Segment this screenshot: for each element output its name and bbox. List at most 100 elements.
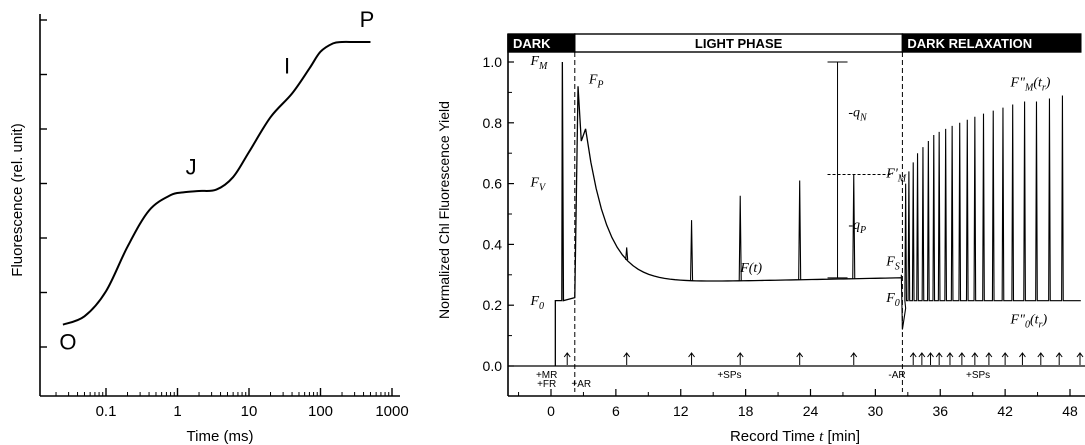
label-main: F — [885, 291, 895, 306]
left-x-tick-label: 1 — [173, 403, 181, 420]
right-x-axis-label: Record Time t [min] — [730, 428, 860, 445]
trace-label: FM — [529, 54, 548, 72]
label-subscript: 0 — [539, 301, 544, 312]
right-x-axis-label-var: t — [819, 429, 824, 445]
pulse-arrow — [688, 352, 695, 365]
right-y-tick-label: 0.8 — [483, 115, 503, 131]
label-main: F' — [885, 167, 899, 182]
right-y-tick-label: 0.2 — [483, 297, 503, 313]
label-subscript: M — [1024, 82, 1034, 93]
right-x-axis-label-suffix: [min] — [823, 428, 860, 445]
right-y-tick-label: 0.6 — [483, 176, 503, 192]
phase-bar: DARK LIGHT PHASE DARK RELAXATION — [507, 33, 1082, 53]
relaxation-trace — [900, 95, 1081, 330]
treatment-labels: +MR+FR +AR +SPs -AR +SPs — [536, 370, 990, 390]
label-suffix: (t — [1030, 312, 1040, 327]
pam-fluorescence-chart: DARK LIGHT PHASE DARK RELAXATION 0.0 0.2 0.4… — [436, 33, 1085, 445]
right-x-tick-label: 0 — [547, 403, 555, 419]
label-main: F — [529, 176, 539, 191]
right-x-tick-label: 12 — [673, 403, 689, 419]
pulse-arrow — [1001, 352, 1009, 365]
phase-label: DARK — [513, 36, 551, 51]
pulse-arrows — [563, 352, 1084, 365]
label-subscript: S — [895, 262, 900, 273]
treatment-label: +MR — [536, 370, 557, 381]
trace-label: -qN — [848, 106, 868, 124]
right-x-tick-label: 48 — [1062, 403, 1078, 419]
label-suffix-subscript: r — [1042, 82, 1046, 93]
label-subscript: 0 — [895, 298, 900, 309]
label-suffix-end: ) — [1041, 312, 1047, 327]
phase-label: DARK RELAXATION — [907, 36, 1032, 51]
left-x-tick-label: 10 — [241, 403, 258, 420]
right-ticks: 0.0 0.2 0.4 0.6 0.8 1.0 0 6 12 18 24 30 36 42 48 — [483, 54, 1078, 419]
trace-label: F"0(tr) — [1010, 312, 1048, 330]
pulse-arrow — [971, 352, 979, 365]
right-y-tick-label: 0.0 — [483, 358, 503, 374]
saturation-pulse — [690, 220, 694, 281]
label-subscript: M — [897, 174, 907, 185]
pulse-arrow — [1019, 352, 1026, 365]
left-x-tick-label: 1000 — [375, 403, 408, 420]
ojip-fluorescence-chart: 0.1 1 10 100 1000 O J I P Time (ms) Fluorescenc… — [9, 7, 409, 445]
label-main: F" — [1010, 312, 1026, 327]
trace-label: F0 — [885, 291, 900, 309]
left-x-axis-label: Time (ms) — [187, 428, 254, 445]
trace-label: F'M — [885, 167, 907, 185]
left-x-tick-label: 100 — [308, 403, 333, 420]
point-label-i: I — [284, 54, 290, 79]
pulse-arrow — [985, 352, 993, 365]
left-annotations: O J I P — [59, 7, 374, 355]
label-suffix: (t — [1033, 75, 1043, 90]
treatment-label: +AR — [571, 379, 591, 390]
right-y-tick-label: 0.4 — [483, 236, 503, 252]
left-axes — [39, 14, 400, 397]
left-series — [62, 40, 371, 326]
pulse-arrow — [736, 352, 744, 365]
pulse-arrow — [918, 352, 926, 365]
treatment-label: +FR — [537, 379, 556, 390]
label-subscript: 0 — [1025, 319, 1030, 330]
saturation-pulse — [738, 195, 742, 281]
phase-band-dark — [901, 33, 1082, 53]
trace-label: FS — [885, 255, 900, 273]
label-suffix-subscript: r — [1039, 319, 1043, 330]
pulse-arrow — [850, 352, 858, 365]
trace-label: F(t) — [739, 261, 762, 276]
trace-label: FP — [588, 72, 604, 90]
right-x-tick-label: 30 — [868, 403, 884, 419]
right-x-tick-label: 18 — [738, 403, 754, 419]
right-x-axis-label-prefix: Record Time — [730, 428, 819, 445]
right-x-tick-label: 36 — [932, 403, 948, 419]
label-main: F" — [1010, 75, 1026, 90]
treatment-label: +SPs — [717, 370, 741, 381]
right-y-axis-label: Normalized Chl Fluorescence Yield — [436, 101, 452, 319]
right-x-tick-label: 6 — [612, 403, 620, 419]
label-main: F — [885, 255, 895, 270]
pulse-arrow — [563, 352, 571, 365]
pulse-arrow — [958, 352, 966, 365]
pulse-arrow — [1055, 352, 1063, 365]
fluorescence-trace — [554, 61, 902, 366]
pulse-arrow — [927, 352, 934, 365]
pulse-arrow — [1076, 352, 1084, 365]
label-main: F — [529, 54, 539, 69]
label-suffix-end: ) — [1045, 75, 1051, 90]
pulse-arrow — [796, 352, 804, 365]
trace-label: -qP — [848, 218, 866, 236]
right-axes — [507, 34, 1085, 397]
label-subscript: N — [859, 113, 868, 124]
label-main: -q — [848, 106, 860, 121]
label-subscript: V — [539, 183, 547, 194]
label-main: F(t) — [739, 261, 762, 276]
left-x-tick-label: 0.1 — [96, 403, 117, 420]
treatment-label: -AR — [888, 370, 905, 381]
point-label-j: J — [186, 154, 197, 179]
label-subscript: P — [596, 79, 603, 90]
trace-label: F0 — [529, 294, 544, 312]
pulse-arrow — [623, 352, 631, 365]
pulse-arrow — [1037, 352, 1045, 365]
pulse-arrow — [935, 352, 943, 365]
pulse-arrow — [909, 352, 917, 365]
